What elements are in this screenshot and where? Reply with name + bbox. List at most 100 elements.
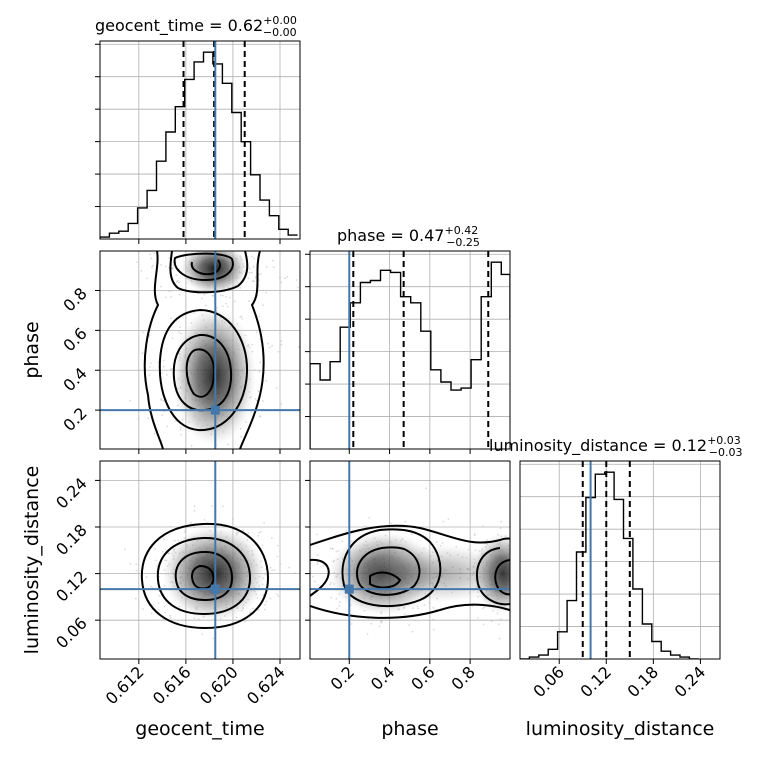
sample-point — [482, 623, 485, 626]
sample-point — [259, 415, 262, 417]
sample-point — [408, 624, 410, 626]
sample-point — [255, 399, 258, 402]
sample-point — [269, 597, 272, 600]
sample-point — [239, 316, 242, 318]
sample-point — [511, 618, 513, 620]
sample-point — [211, 294, 214, 297]
sample-point — [265, 291, 268, 294]
sample-point — [252, 280, 255, 283]
sample-point — [129, 399, 132, 402]
sample-point — [198, 504, 200, 506]
sample-point — [432, 606, 435, 609]
sample-point — [129, 562, 132, 565]
sample-point — [190, 444, 193, 447]
sample-point — [516, 605, 518, 607]
sample-point — [280, 403, 283, 405]
x-tick-label: 0.2 — [327, 662, 358, 693]
sample-point — [260, 273, 262, 275]
sample-point — [331, 547, 334, 550]
panel-frame-luminosity_distance-phase — [309, 460, 511, 660]
sample-point — [134, 597, 137, 600]
title-phase: phase = 0.47+0.42 −0.25 — [337, 224, 480, 249]
title-geocent-time: geocent_time = 0.62+0.00 −0.00 — [95, 14, 297, 39]
sample-point — [212, 294, 215, 297]
sample-point — [271, 344, 274, 347]
sample-point — [288, 566, 291, 569]
sample-point — [162, 365, 165, 368]
sample-point — [193, 526, 196, 529]
sample-point — [226, 305, 229, 308]
sample-point — [316, 554, 319, 556]
sample-point — [193, 312, 196, 314]
sample-point — [247, 277, 250, 280]
sample-point — [435, 541, 438, 543]
sample-point — [162, 400, 165, 402]
sample-point — [204, 247, 206, 249]
sample-point — [242, 529, 245, 532]
sample-point — [179, 326, 182, 328]
sample-point — [157, 361, 160, 363]
sample-point — [235, 242, 237, 244]
x-tick-label: 0.624 — [243, 662, 289, 708]
panel-frame-luminosity_distance-geocent_time — [99, 460, 301, 660]
sample-point — [345, 530, 348, 532]
sample-point — [212, 637, 215, 640]
sample-point — [157, 602, 160, 605]
sample-point — [145, 576, 148, 578]
sample-point — [276, 555, 279, 558]
sample-point — [280, 281, 283, 284]
sample-point — [204, 304, 207, 307]
sample-point — [168, 257, 171, 259]
sample-point — [366, 633, 369, 635]
sample-point — [257, 534, 260, 537]
sample-point — [279, 563, 282, 565]
sample-point — [350, 623, 353, 625]
truth-marker — [210, 584, 220, 594]
sample-point — [184, 529, 187, 531]
sample-point — [248, 611, 251, 614]
sample-point — [180, 452, 182, 454]
sample-point — [316, 561, 319, 564]
sample-point — [222, 505, 224, 508]
sample-point — [163, 605, 166, 608]
sample-point — [258, 609, 260, 611]
sample-point — [141, 352, 144, 354]
sample-point — [170, 296, 173, 298]
histogram-geocent_time — [100, 51, 298, 239]
sample-point — [171, 337, 174, 339]
sample-point — [163, 248, 165, 250]
sample-point — [390, 522, 393, 525]
sample-point — [297, 286, 299, 289]
sample-point — [250, 271, 253, 274]
sample-point — [240, 435, 242, 438]
sample-point — [179, 433, 182, 436]
sample-point — [191, 248, 193, 250]
sample-point — [162, 359, 165, 362]
sample-point — [284, 277, 287, 280]
sample-point — [514, 544, 516, 546]
sample-point — [229, 296, 231, 299]
y-axis-label-phase: phase — [21, 321, 43, 378]
sample-point — [153, 252, 156, 254]
sample-point — [341, 540, 344, 543]
sample-point — [378, 625, 381, 628]
contours-phase-vs-geocent — [143, 251, 265, 449]
sample-point — [529, 574, 531, 576]
sample-point — [277, 595, 280, 597]
sample-point — [140, 270, 143, 272]
sample-point — [482, 525, 484, 528]
sample-point — [225, 296, 227, 298]
sample-point — [511, 545, 513, 547]
truth-markers — [100, 41, 592, 659]
y-tick-label: 0.06 — [52, 614, 91, 653]
sample-point — [473, 534, 476, 537]
sample-point — [254, 398, 257, 400]
sample-point — [259, 361, 262, 364]
sample-point — [146, 277, 148, 280]
sample-point — [474, 533, 476, 535]
sample-point — [124, 548, 126, 551]
sample-point — [313, 580, 316, 583]
sample-point — [265, 600, 268, 603]
sample-point — [258, 315, 261, 318]
sample-point — [185, 459, 187, 461]
